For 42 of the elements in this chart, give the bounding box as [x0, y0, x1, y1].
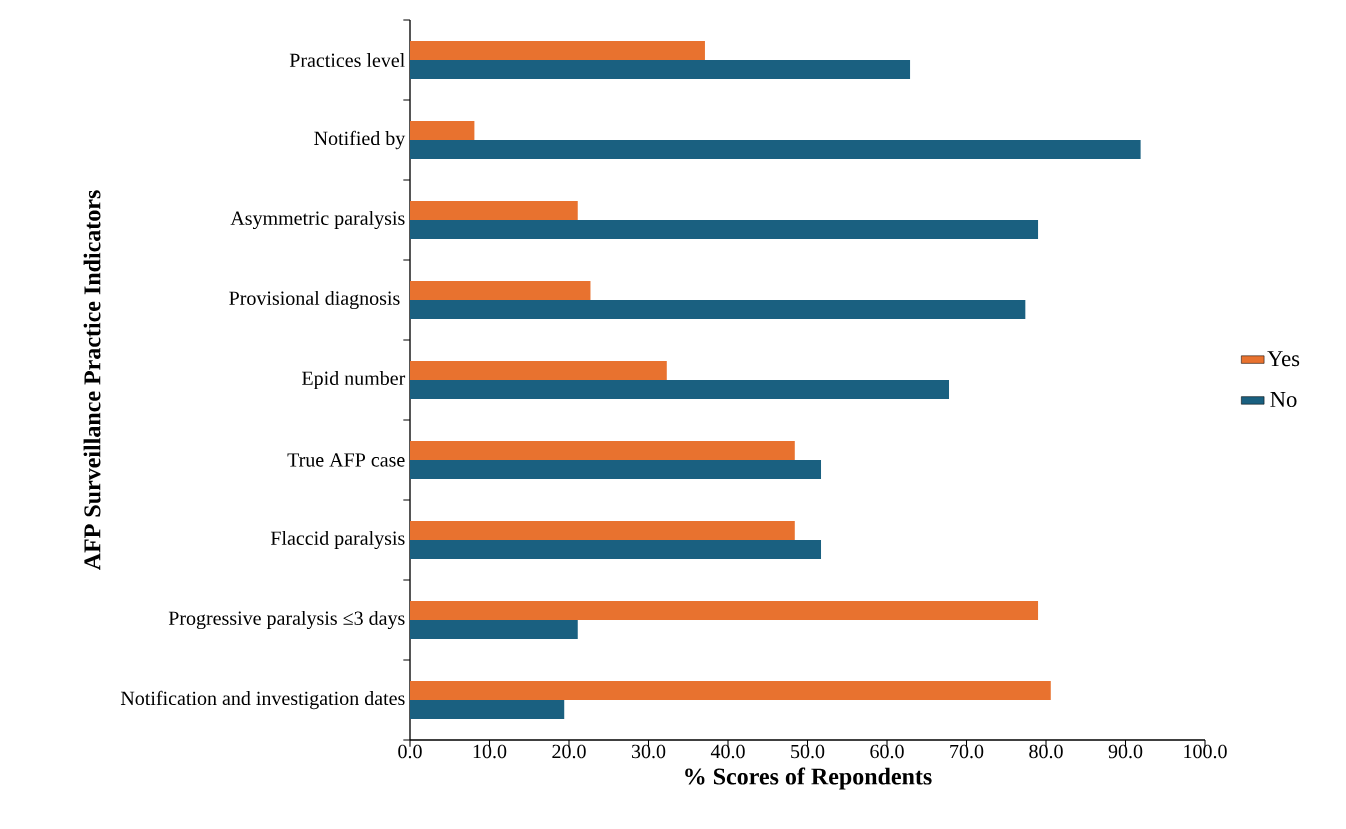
- x-tick-label: 0.0: [398, 744, 422, 759]
- y-tick-label: Progressive paralysis ≤3 days: [168, 610, 405, 630]
- bar: [410, 41, 705, 61]
- x-tick-label: 20.0: [552, 744, 586, 759]
- bar: [410, 521, 795, 541]
- x-tick-label: 60.0: [870, 744, 904, 759]
- y-tick-label: True AFP case: [287, 453, 405, 467]
- x-tick-label: 10.0: [473, 744, 507, 759]
- x-tick-label: 70.0: [950, 744, 984, 759]
- bar: [410, 60, 911, 80]
- bar: [410, 681, 1051, 701]
- legend-label: No: [1270, 392, 1297, 408]
- bar: [410, 601, 1039, 621]
- x-tick-label: 40.0: [710, 744, 745, 759]
- bar: [410, 700, 565, 720]
- y-axis-title: AFP Surveillance Practice Indicators: [83, 190, 101, 571]
- bar: [410, 361, 667, 381]
- x-tick-label: 90.0: [1108, 744, 1143, 759]
- bar: [410, 620, 578, 640]
- y-tick-label: Notified by: [314, 130, 406, 150]
- bar: [410, 380, 950, 400]
- bar: [410, 300, 1026, 320]
- x-tick-label: 100.0: [1184, 744, 1227, 759]
- bar: [410, 121, 475, 141]
- bar: [410, 460, 822, 480]
- y-tick-label: Notification and investigation dates: [120, 690, 405, 710]
- bar: [410, 201, 578, 221]
- bar: [410, 220, 1039, 240]
- bar: [410, 281, 591, 301]
- y-tick-label: Epid number: [302, 370, 406, 390]
- bar: [410, 540, 822, 560]
- bar: [410, 140, 1141, 160]
- x-tick-label: 80.0: [1029, 744, 1063, 759]
- y-tick-label: Flaccid paralysis: [270, 530, 405, 550]
- x-tick-label: 30.0: [631, 744, 666, 759]
- y-tick-label: Asymmetric paralysis: [230, 210, 405, 230]
- y-tick-label: Practices level: [289, 52, 405, 68]
- x-tick-label: 50.0: [791, 744, 825, 759]
- y-tick-label: Provisional diagnosis: [229, 290, 400, 310]
- x-axis-title: % Scores of Repondents: [685, 767, 932, 790]
- legend-label: Yes: [1267, 351, 1300, 367]
- bar: [410, 441, 795, 461]
